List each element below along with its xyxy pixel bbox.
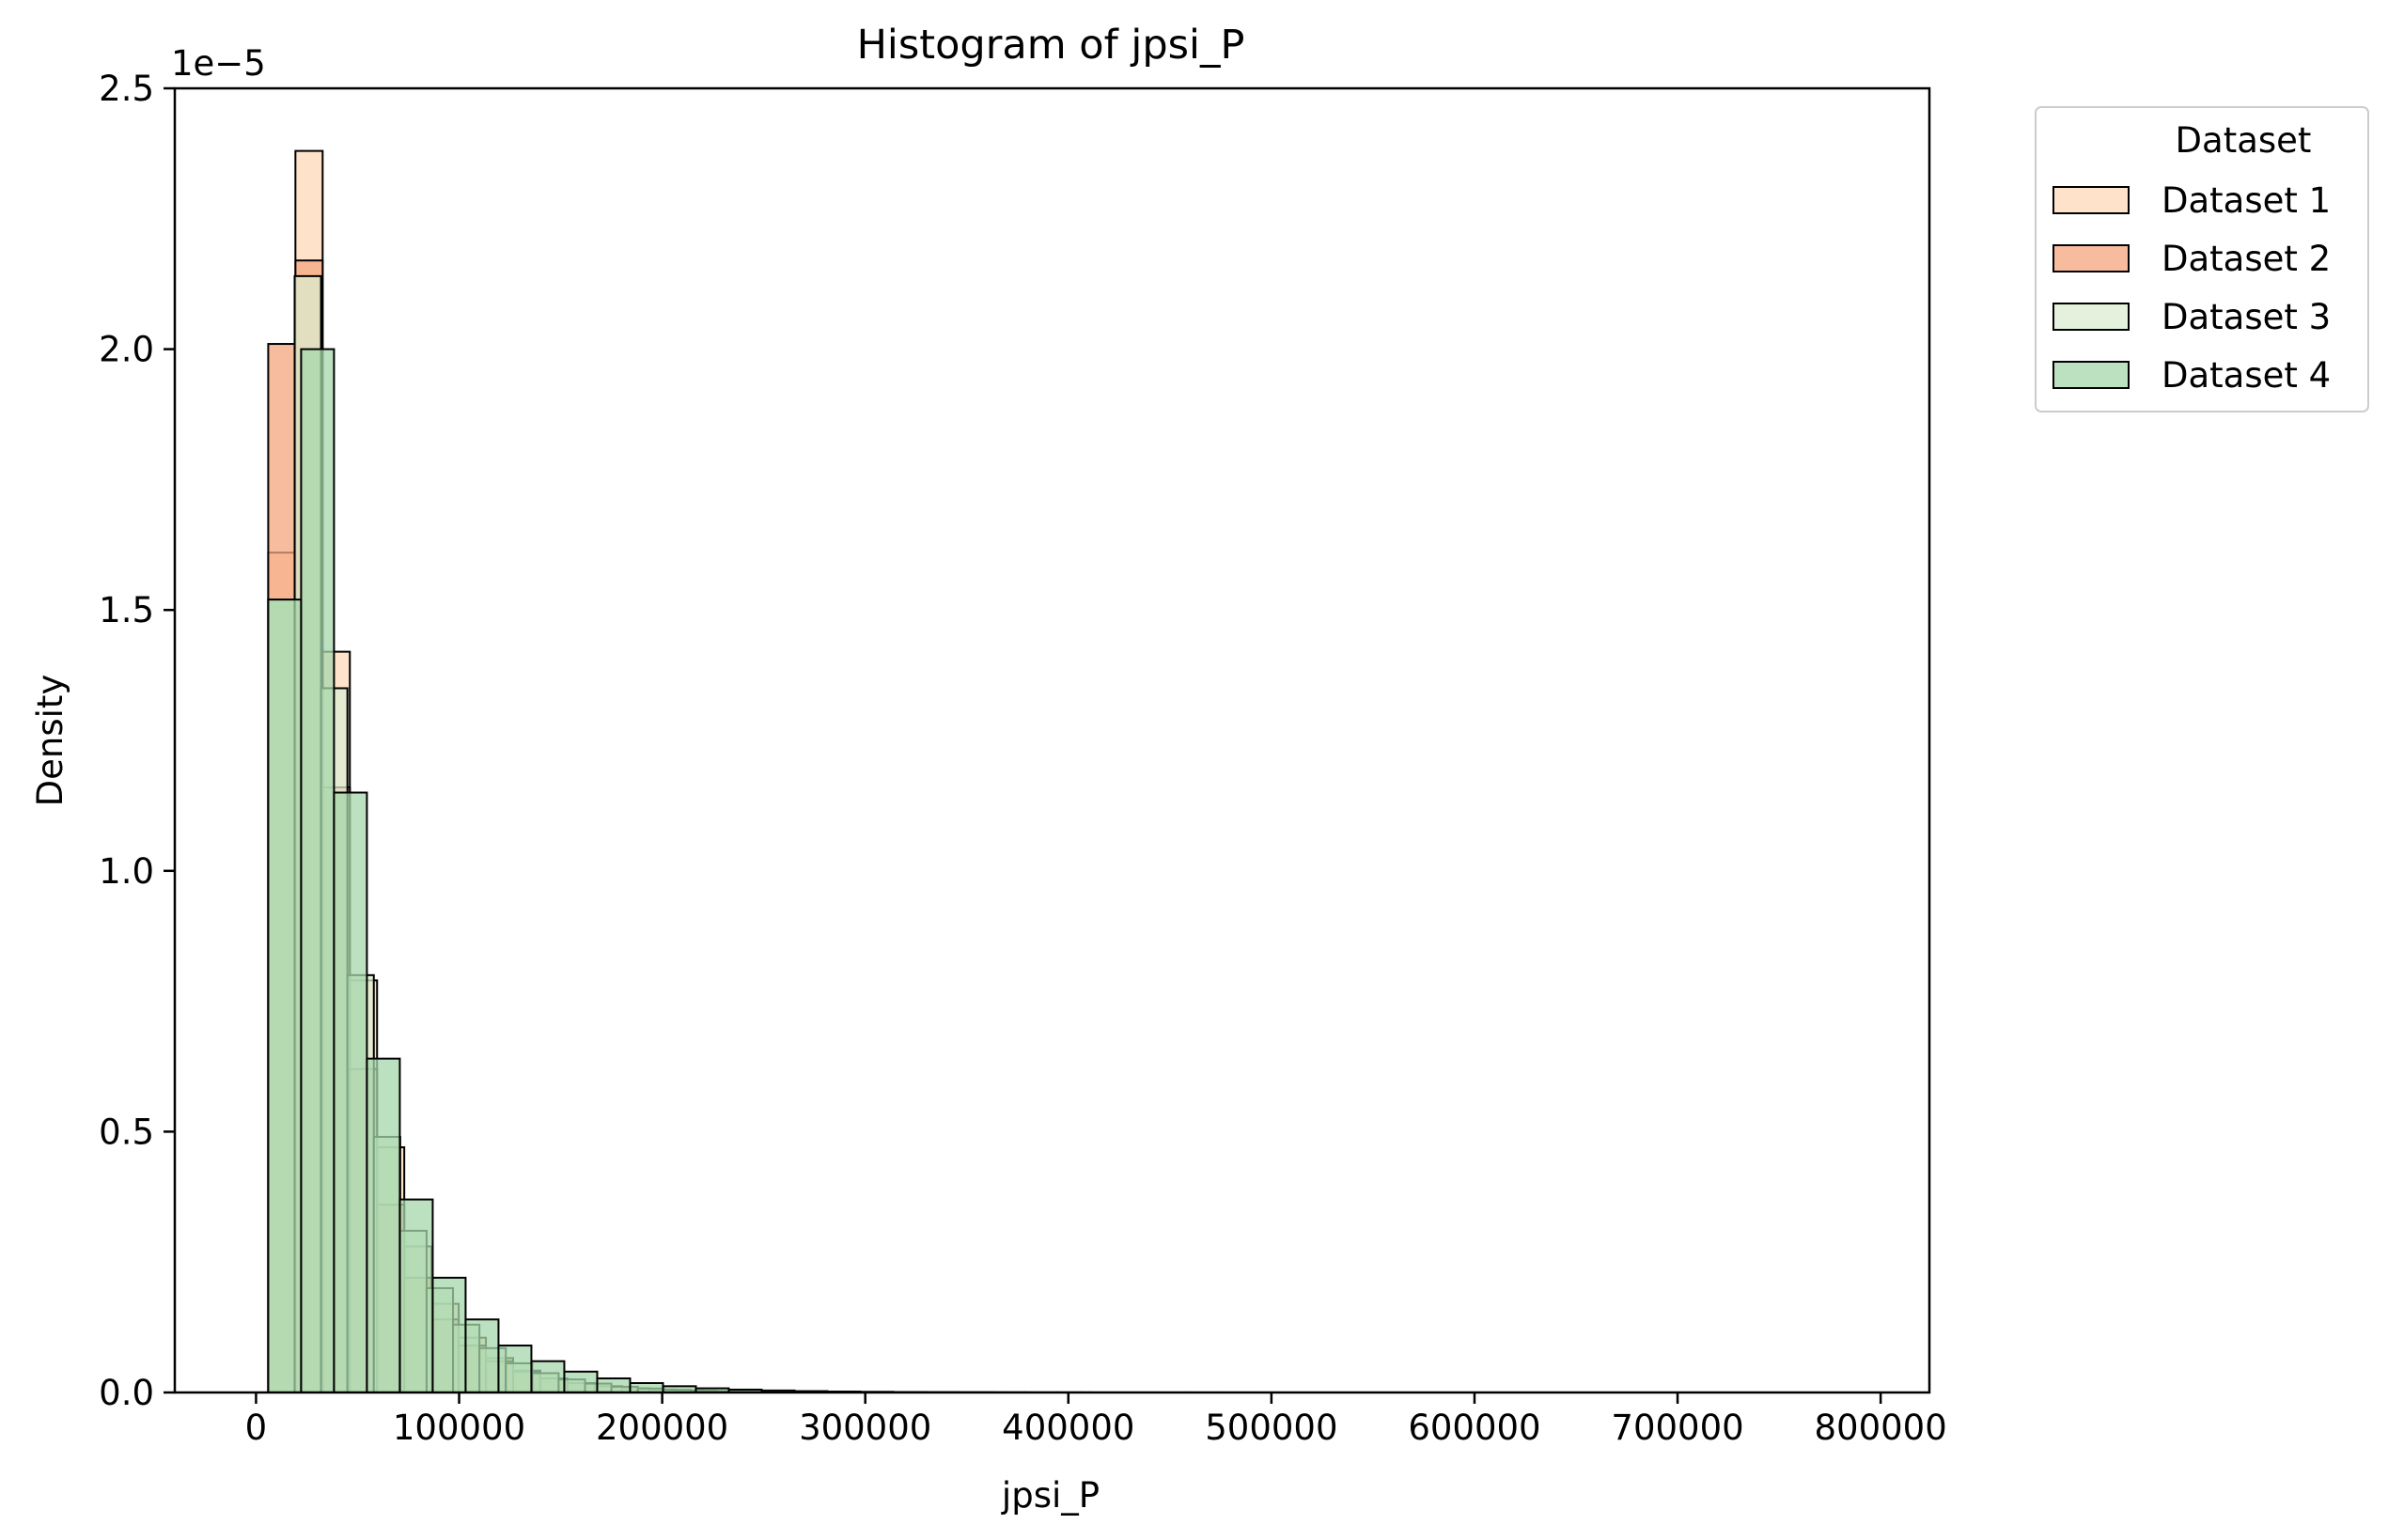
legend-swatch [2052, 303, 2130, 331]
plot-area-frame [173, 86, 1931, 1394]
x-tick-label: 500000 [1205, 1408, 1337, 1448]
y-tick-label: 0.0 [99, 1373, 154, 1413]
histogram-bar [366, 1057, 401, 1394]
legend-label: Dataset 4 [2162, 355, 2331, 396]
series-4-bars [267, 348, 1355, 1394]
histogram-bar [300, 348, 336, 1394]
histogram-bar [530, 1360, 566, 1393]
x-tick-label: 600000 [1408, 1408, 1540, 1448]
histogram-bar [398, 1198, 434, 1393]
y-axis-offset-label: 1e−5 [171, 43, 266, 84]
y-axis-label: Density [30, 675, 70, 807]
x-tick-label: 800000 [1815, 1408, 1947, 1448]
histogram-bar [267, 599, 303, 1393]
legend-swatch [2052, 186, 2130, 214]
x-tick-label: 0 [245, 1408, 268, 1448]
x-tick-label: 200000 [596, 1408, 728, 1448]
y-tick-label: 0.5 [99, 1112, 154, 1152]
x-axis: 0 100000 200000 300000 400000 500000 600000 700… [245, 1392, 1947, 1448]
x-tick-label: 300000 [799, 1408, 931, 1448]
histogram-bar [497, 1345, 533, 1394]
legend-frame [2035, 106, 2369, 412]
legend-label: Dataset 2 [2162, 239, 2331, 279]
x-tick-label: 100000 [393, 1408, 525, 1448]
y-tick-label: 1.0 [99, 851, 154, 892]
legend-entry: Dataset 3 [2052, 297, 2331, 337]
x-axis-label: jpsi_P [1001, 1475, 1100, 1516]
legend-label: Dataset 1 [2162, 180, 2331, 221]
histogram-bar [464, 1318, 500, 1394]
legend-entry: Dataset 4 [2052, 355, 2331, 396]
legend-label: Dataset 3 [2162, 297, 2331, 337]
histogram-bar [333, 791, 368, 1393]
legend-swatch [2052, 244, 2130, 272]
y-tick-label: 1.5 [99, 590, 154, 630]
y-axis: 0.0 0.5 1.0 1.5 2.0 2.5 [99, 69, 175, 1413]
legend-entries: Dataset 1 Dataset 2 Dataset 3 Dataset 4 [2052, 180, 2331, 396]
histogram-bar [629, 1382, 664, 1394]
histogram-bar [431, 1276, 467, 1393]
legend-entry: Dataset 2 [2052, 239, 2331, 279]
histogram-bar [596, 1377, 632, 1394]
legend-title: Dataset [2176, 120, 2312, 161]
y-tick-label: 2.5 [99, 69, 154, 109]
legend-swatch [2052, 361, 2130, 389]
x-tick-label: 700000 [1611, 1408, 1743, 1448]
legend-entry: Dataset 1 [2052, 180, 2331, 221]
x-tick-label: 400000 [1002, 1408, 1134, 1448]
histogram-bar [563, 1370, 599, 1394]
y-tick-label: 2.0 [99, 330, 154, 370]
chart-title: Histogram of jpsi_P [857, 22, 1245, 69]
